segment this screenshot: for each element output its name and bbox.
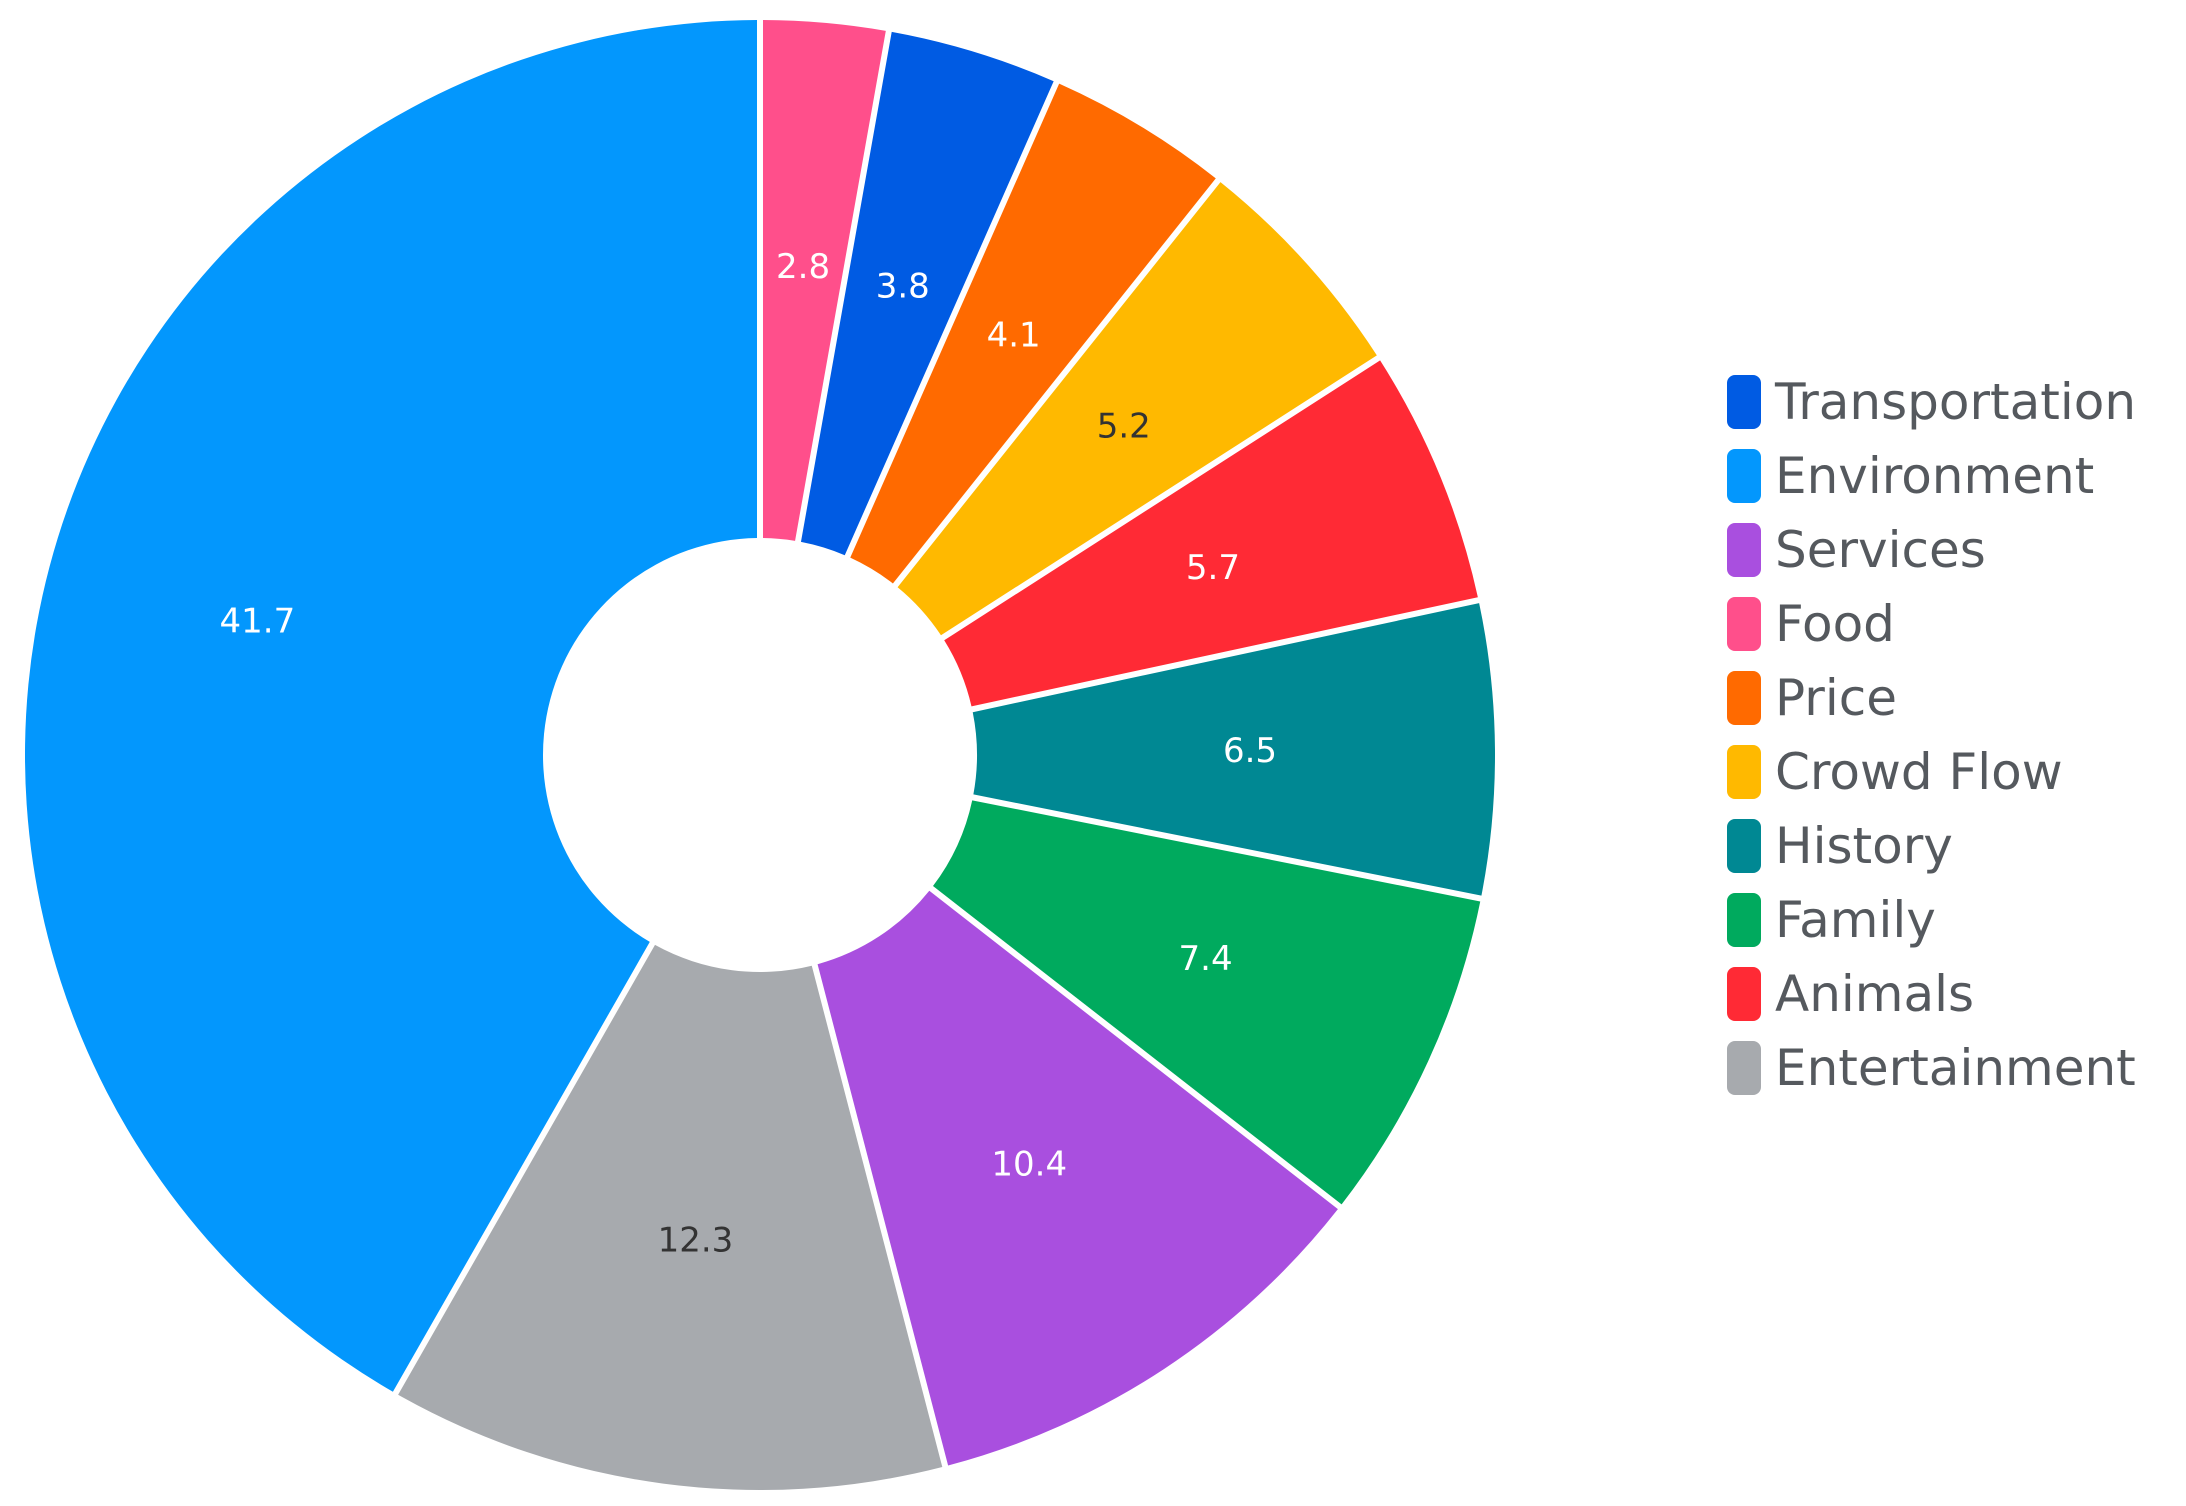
data-label-services: 10.4 bbox=[991, 1144, 1067, 1184]
legend-swatch-entertainment bbox=[1727, 1041, 1761, 1095]
data-label-entertainment: 12.3 bbox=[658, 1221, 734, 1261]
data-label-food: 2.8 bbox=[776, 247, 830, 287]
data-label-price: 4.1 bbox=[987, 316, 1041, 356]
slice-animals bbox=[944, 360, 1478, 707]
legend-swatch-price bbox=[1727, 671, 1761, 725]
data-label-family: 7.4 bbox=[1179, 939, 1233, 979]
legend-swatch-transportation bbox=[1727, 375, 1761, 429]
legend-swatch-family bbox=[1727, 893, 1761, 947]
legend-label-price: Price bbox=[1775, 669, 1897, 727]
legend-swatch-food bbox=[1727, 597, 1761, 651]
slice-history bbox=[972, 603, 1495, 896]
legend-label-entertainment: Entertainment bbox=[1775, 1039, 2136, 1097]
legend-label-environment: Environment bbox=[1775, 447, 2094, 505]
legend-label-transportation: Transportation bbox=[1774, 373, 2136, 431]
slice-environment bbox=[24, 20, 758, 1392]
slice-crowd-flow bbox=[897, 182, 1377, 636]
data-label-history: 6.5 bbox=[1223, 731, 1277, 771]
legend-label-food: Food bbox=[1775, 595, 1895, 653]
slice-services bbox=[817, 890, 1338, 1466]
legend-swatch-services bbox=[1727, 523, 1761, 577]
legend-swatch-crowd-flow bbox=[1727, 745, 1761, 799]
legend-label-services: Services bbox=[1775, 521, 1986, 579]
slice-entertainment bbox=[398, 944, 943, 1490]
chart-data-labels: 2.8 3.8 4.1 5.2 5.7 6.5 7.4 10.4 12.3 41.7 bbox=[220, 247, 1277, 1261]
data-label-animals: 5.7 bbox=[1186, 548, 1240, 588]
legend-label-animals: Animals bbox=[1775, 965, 1974, 1023]
slice-food bbox=[762, 20, 886, 541]
legend-label-crowd-flow: Crowd Flow bbox=[1775, 743, 2063, 801]
chart-legend: Transportation Environment Services Food Pri… bbox=[1727, 373, 2136, 1097]
legend-label-family: Family bbox=[1775, 891, 1936, 949]
data-label-crowd-flow: 5.2 bbox=[1097, 407, 1151, 447]
legend-swatch-environment bbox=[1727, 449, 1761, 503]
slice-price bbox=[850, 83, 1216, 584]
data-label-transportation: 3.8 bbox=[876, 266, 930, 306]
chart-slices bbox=[24, 20, 1495, 1490]
data-label-environment: 41.7 bbox=[220, 602, 296, 642]
legend-swatch-history bbox=[1727, 819, 1761, 873]
slice-transportation bbox=[800, 31, 1054, 556]
legend-swatch-animals bbox=[1727, 967, 1761, 1021]
legend-label-history: History bbox=[1775, 817, 1953, 875]
slice-family bbox=[932, 800, 1481, 1205]
